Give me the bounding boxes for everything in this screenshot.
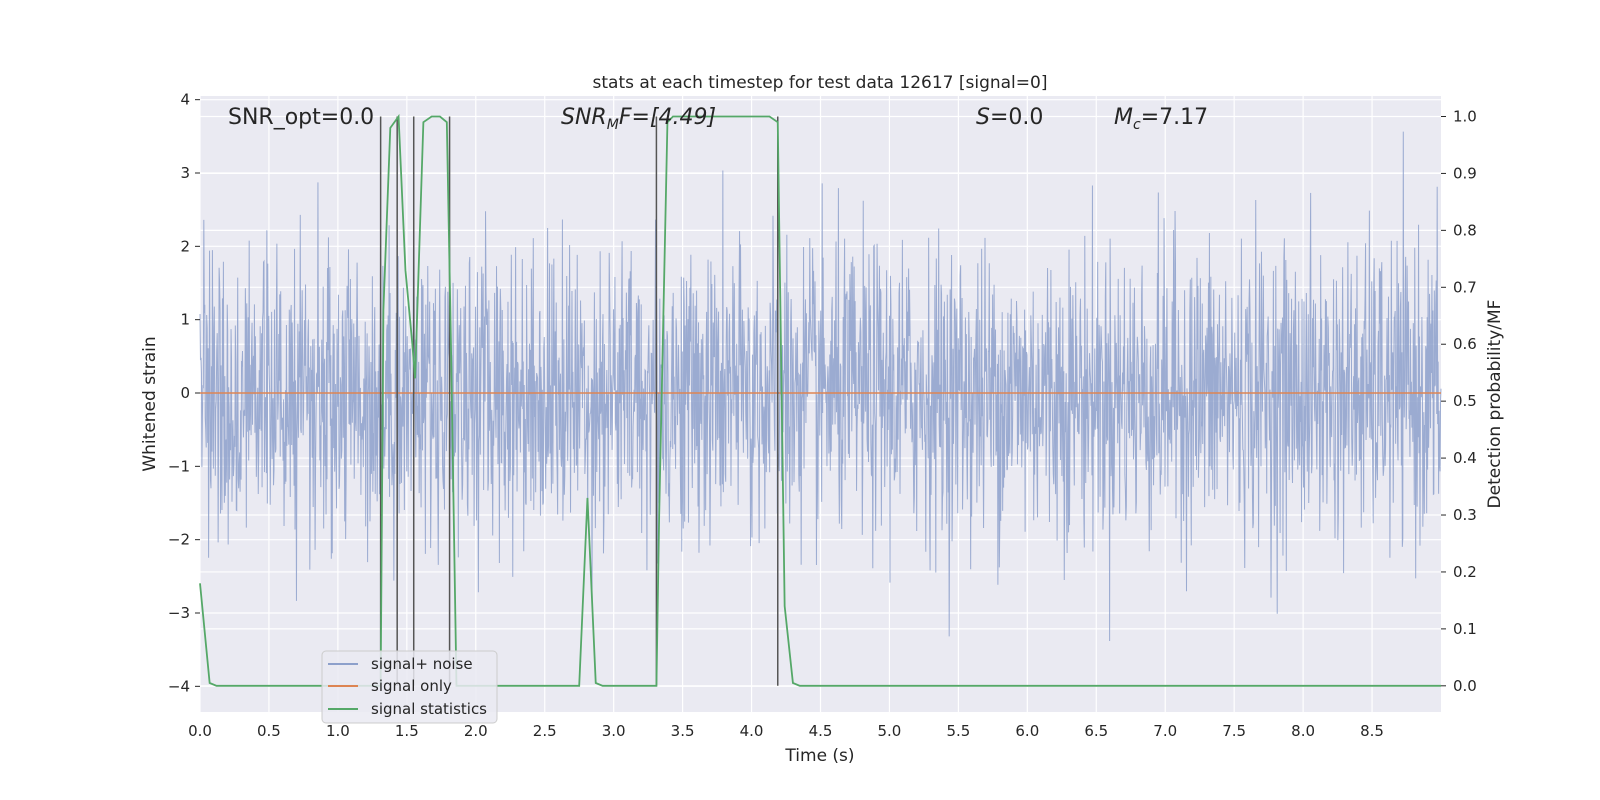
annotation-snr-opt: SNR_opt=0.0 bbox=[228, 105, 374, 130]
x-tick-label: 4.0 bbox=[740, 722, 764, 740]
y-left-tick-label: −4 bbox=[168, 677, 190, 695]
x-tick-label: 2.5 bbox=[533, 722, 557, 740]
x-tick-label: 4.5 bbox=[809, 722, 833, 740]
x-tick-label: 6.0 bbox=[1015, 722, 1039, 740]
y-axis-left-ticks: 4 3 2 1 0 −1 −2 −3 −4 bbox=[168, 91, 200, 695]
y-left-tick-label: 4 bbox=[180, 91, 190, 109]
y-left-tick-label: −2 bbox=[168, 531, 190, 549]
x-axis-label: Time (s) bbox=[784, 746, 854, 766]
y-right-tick-label: 0.5 bbox=[1453, 392, 1477, 410]
x-tick-label: 7.0 bbox=[1153, 722, 1177, 740]
x-tick-label: 0.5 bbox=[257, 722, 281, 740]
y-left-tick-label: −3 bbox=[168, 604, 190, 622]
y-right-tick-label: 0.9 bbox=[1453, 164, 1477, 182]
y-left-tick-label: 3 bbox=[180, 164, 190, 182]
annotation-mc: Mc=7.17 bbox=[1114, 105, 1208, 133]
x-tick-label: 8.0 bbox=[1291, 722, 1315, 740]
x-tick-label: 5.5 bbox=[946, 722, 970, 740]
annotation-mc-rest: =7.17 bbox=[1141, 105, 1208, 130]
x-tick-label: 1.0 bbox=[326, 722, 350, 740]
legend-label-signal-statistics: signal statistics bbox=[371, 700, 487, 718]
x-tick-label: 7.5 bbox=[1222, 722, 1246, 740]
y-axis-left-label: Whitened strain bbox=[140, 336, 160, 471]
y-axis-right-ticks: 1.0 0.9 0.8 0.7 0.6 0.5 0.4 0.3 0.2 0.1 0.0 bbox=[1441, 107, 1477, 695]
annotation-snr-mf-rest: F=[4.49] bbox=[619, 105, 716, 130]
annotation-s-italic: S bbox=[976, 105, 990, 130]
annotation-s: S=0.0 bbox=[976, 105, 1043, 130]
x-tick-label: 3.5 bbox=[671, 722, 695, 740]
x-tick-label: 0.0 bbox=[188, 722, 212, 740]
annotation-snr-mf-sub: M bbox=[607, 117, 619, 133]
y-left-tick-label: 0 bbox=[180, 384, 190, 402]
signal-noise-line bbox=[199, 131, 1442, 642]
y-right-tick-label: 0.2 bbox=[1453, 563, 1477, 581]
x-tick-label: 8.5 bbox=[1360, 722, 1384, 740]
series-signal-statistics bbox=[199, 113, 1441, 687]
y-right-tick-label: 0.8 bbox=[1453, 221, 1477, 239]
chart-title: stats at each timestep for test data 126… bbox=[593, 73, 1048, 93]
y-left-tick-label: 2 bbox=[180, 237, 190, 255]
signal-statistics-line bbox=[199, 113, 1441, 687]
y-right-tick-label: 0.6 bbox=[1453, 335, 1477, 353]
y-right-tick-label: 0.3 bbox=[1453, 506, 1477, 524]
legend: signal+ noise signal only signal statist… bbox=[321, 650, 498, 724]
x-tick-label: 2.0 bbox=[464, 722, 488, 740]
legend-label-signal-only: signal only bbox=[371, 677, 452, 695]
annotation-s-rest: =0.0 bbox=[990, 105, 1043, 130]
x-tick-label: 1.5 bbox=[395, 722, 419, 740]
y-right-tick-label: 0.0 bbox=[1453, 677, 1477, 695]
legend-box bbox=[321, 650, 498, 724]
y-right-tick-label: 0.7 bbox=[1453, 278, 1477, 296]
y-right-tick-label: 0.4 bbox=[1453, 449, 1477, 467]
y-axis-right-label: Detection probability/MF bbox=[1485, 300, 1505, 509]
legend-label-signal-noise: signal+ noise bbox=[371, 655, 473, 673]
annotation-snr-mf: SNRMF=[4.49] bbox=[561, 105, 716, 133]
y-left-tick-label: −1 bbox=[168, 457, 190, 475]
y-right-tick-label: 1.0 bbox=[1453, 107, 1477, 125]
y-left-tick-label: 1 bbox=[180, 311, 190, 329]
annotation-mc-sub: c bbox=[1133, 117, 1141, 133]
y-right-tick-label: 0.1 bbox=[1453, 620, 1477, 638]
annotation-snr-mf-main: SNR bbox=[561, 105, 607, 130]
x-tick-label: 5.0 bbox=[878, 722, 902, 740]
x-tick-label: 6.5 bbox=[1084, 722, 1108, 740]
x-tick-label: 3.0 bbox=[602, 722, 626, 740]
series-signal-noise bbox=[199, 131, 1442, 642]
x-axis-ticks: 0.0 0.5 1.0 1.5 2.0 2.5 3.0 3.5 4.0 4.5 5.0 5.5 6.0 6… bbox=[188, 722, 1384, 740]
annotation-mc-italic: M bbox=[1114, 105, 1133, 130]
